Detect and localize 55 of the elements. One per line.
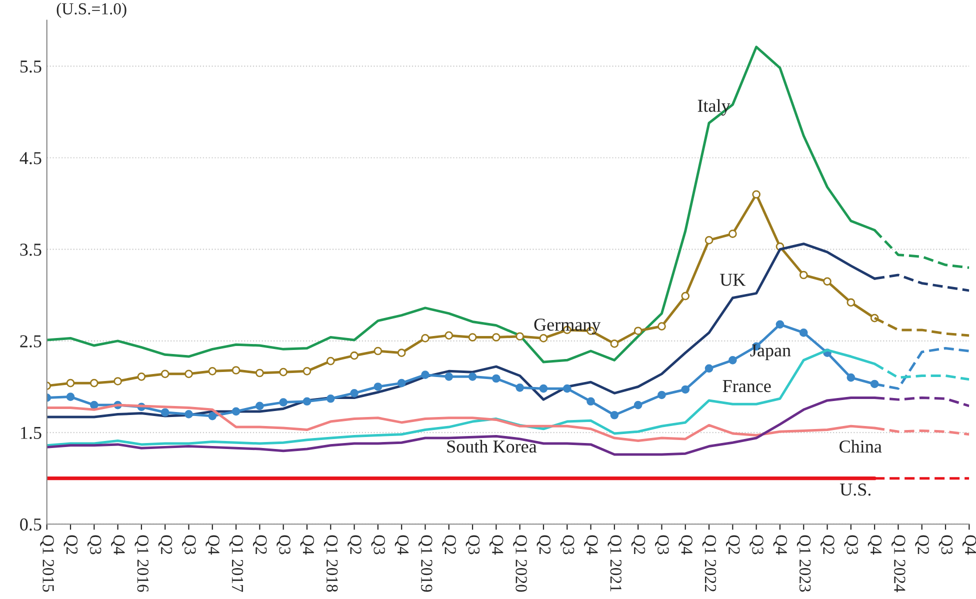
series-label: U.S. (840, 484, 871, 496)
x-tick-label: Q1 2021 (608, 535, 622, 592)
x-tick-label: Q4 (773, 535, 788, 555)
y-tick-label: 5.5 (20, 60, 42, 73)
x-tick-label: Q2 (348, 535, 362, 554)
x-tick-label: Q3 (466, 535, 480, 554)
y-tick-label: 4.5 (20, 152, 42, 164)
x-tick-label: Q2 (64, 535, 78, 554)
x-tick-label: Q2 (252, 535, 267, 554)
x-tick-label: Q1 2020 (513, 535, 527, 592)
x-tick-label: Q1 2019 (418, 535, 432, 592)
x-tick-label: Q1 2022 (702, 535, 716, 592)
x-tick-label: Q3 (182, 535, 196, 554)
x-tick-label: Q3 (750, 535, 764, 554)
x-tick-label: Q1 2015 (40, 535, 54, 592)
x-tick-label: Q1 2017 (229, 535, 244, 592)
series-label: Japan (750, 344, 791, 360)
series-label: Italy (698, 99, 730, 116)
x-tick-label: Q3 (560, 535, 574, 554)
x-tick-label: Q4 (489, 535, 504, 555)
series-label: Germany (534, 318, 601, 334)
x-tick-label: Q4 (584, 535, 598, 555)
x-tick-label: Q3 (276, 535, 290, 554)
y-tick-label: 2.5 (20, 335, 42, 348)
x-tick-label: Q2 (536, 535, 551, 554)
x-tick-label: Q1 2023 (796, 535, 811, 592)
series-label: France (722, 380, 771, 392)
y-tick-label: 1.5 (21, 426, 42, 440)
y-axis-title: (U.S.=1.0) (56, 2, 126, 18)
x-tick-label: Q2 (631, 535, 646, 554)
x-tick-label: Q1 2016 (134, 535, 149, 592)
x-tick-label: Q3 (87, 535, 102, 554)
x-tick-label: Q2 (442, 535, 456, 554)
series-label: China (840, 440, 882, 453)
x-tick-label: Q4 (111, 535, 125, 555)
x-tick-label: Q3 (655, 535, 669, 554)
x-tick-label: Q3 (371, 535, 385, 554)
x-tick-label: Q1 2024 (892, 535, 906, 592)
series-label: UK (720, 274, 746, 286)
x-tick-label: Q2 (726, 535, 740, 554)
x-tick-label: Q1 2018 (324, 535, 338, 592)
x-tick-label: Q4 (868, 535, 882, 555)
x-tick-label: Q3 (938, 535, 953, 554)
x-tick-label: Q3 (844, 535, 858, 554)
y-tick-label: 3.5 (20, 244, 42, 256)
x-tick-label: Q4 (394, 535, 409, 555)
x-tick-label: Q2 (820, 535, 834, 554)
x-tick-label: Q2 (915, 535, 929, 554)
x-tick-label: Q2 (158, 535, 172, 554)
x-tick-label: Q4 (962, 535, 976, 555)
x-tick-label: Q4 (678, 535, 692, 555)
x-tick-label: Q4 (206, 535, 220, 555)
series-label: South Korea (447, 440, 537, 453)
x-tick-label: Q4 (300, 535, 314, 555)
y-tick-label: 0.5 (20, 518, 42, 531)
